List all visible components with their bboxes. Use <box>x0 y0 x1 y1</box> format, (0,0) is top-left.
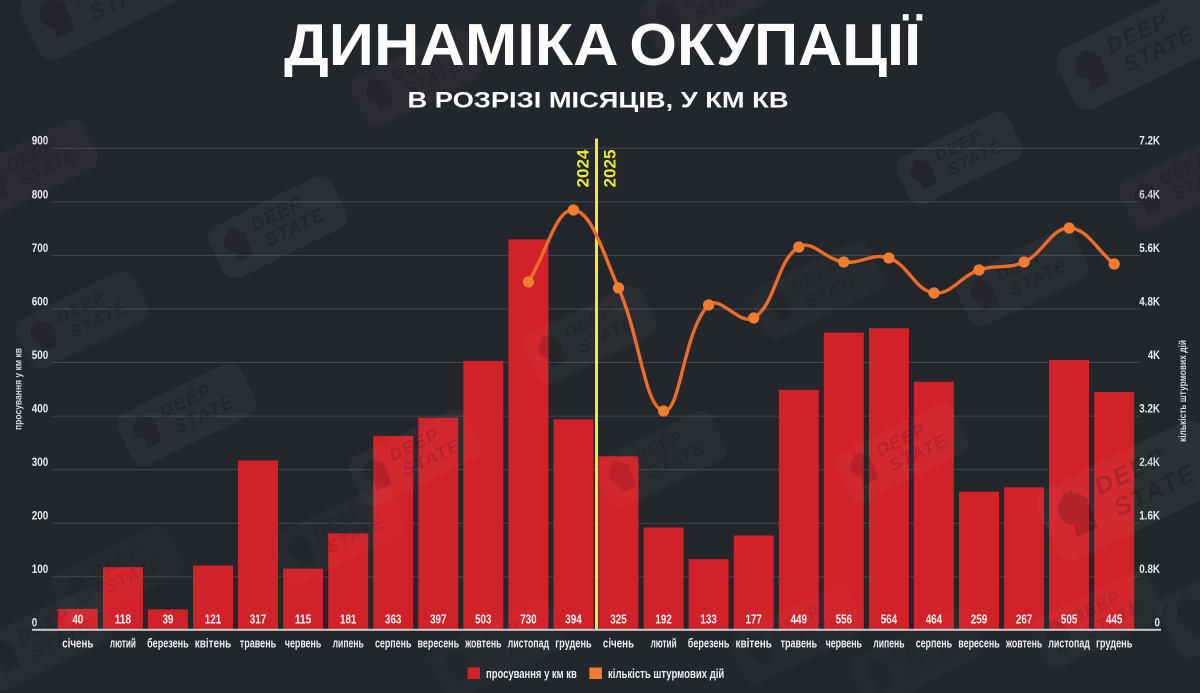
svg-text:730: 730 <box>520 612 536 627</box>
svg-text:5.6K: 5.6K <box>1139 241 1160 255</box>
svg-text:листопад: листопад <box>508 636 550 651</box>
svg-text:4K: 4K <box>1148 348 1160 362</box>
svg-text:просування у км кв: просування у км кв <box>486 666 577 681</box>
svg-text:червень: червень <box>826 636 862 651</box>
svg-text:жовтень: жовтень <box>464 636 501 651</box>
svg-text:133: 133 <box>700 612 716 627</box>
svg-text:2024: 2024 <box>574 149 593 188</box>
svg-text:кількість штурмових дій: кількість штурмових дій <box>608 666 724 681</box>
svg-text:600: 600 <box>32 294 49 308</box>
svg-text:259: 259 <box>971 612 987 627</box>
svg-text:464: 464 <box>926 612 943 627</box>
svg-text:400: 400 <box>32 402 49 416</box>
svg-text:7.2K: 7.2K <box>1139 134 1160 148</box>
svg-text:2025: 2025 <box>601 150 620 188</box>
svg-text:вересень: вересень <box>958 636 1000 651</box>
svg-text:травень: травень <box>781 636 817 651</box>
svg-text:40: 40 <box>72 612 83 627</box>
svg-text:449: 449 <box>791 612 807 627</box>
svg-text:В РОЗРІЗІ МІСЯЦІВ, У КМ КВ: В РОЗРІЗІ МІСЯЦІВ, У КМ КВ <box>408 88 789 113</box>
svg-text:300: 300 <box>32 455 49 469</box>
svg-text:квітень: квітень <box>195 636 231 651</box>
svg-text:3.2K: 3.2K <box>1139 402 1160 416</box>
svg-text:лютий: лютий <box>651 636 677 651</box>
svg-text:503: 503 <box>475 612 491 627</box>
svg-text:445: 445 <box>1106 612 1122 627</box>
svg-text:січень: січень <box>62 636 93 651</box>
svg-text:192: 192 <box>655 612 671 627</box>
svg-text:лютий: лютий <box>110 636 136 651</box>
svg-text:200: 200 <box>32 509 49 523</box>
svg-text:кількість штурмових дій: кількість штурмових дій <box>1178 340 1189 442</box>
svg-text:118: 118 <box>115 612 131 627</box>
svg-text:181: 181 <box>340 612 356 627</box>
svg-text:ОКУПАЦІЇ: ОКУПАЦІЇ <box>629 12 922 78</box>
svg-text:394: 394 <box>565 612 582 627</box>
svg-text:397: 397 <box>430 612 446 627</box>
svg-text:травень: травень <box>240 636 276 651</box>
svg-text:просування у км кв: просування у км кв <box>14 348 25 430</box>
svg-text:січень: січень <box>603 636 634 651</box>
svg-text:липень: липень <box>873 636 904 651</box>
svg-text:177: 177 <box>746 612 762 627</box>
svg-text:556: 556 <box>836 612 852 627</box>
svg-text:700: 700 <box>32 241 49 255</box>
svg-text:317: 317 <box>250 612 266 627</box>
svg-text:ДИНАМІКА: ДИНАМІКА <box>284 12 619 78</box>
svg-text:вересень: вересень <box>418 636 460 651</box>
svg-text:серпень: серпень <box>916 636 952 651</box>
svg-text:липень: липень <box>333 636 364 651</box>
svg-text:червень: червень <box>285 636 321 651</box>
svg-text:0: 0 <box>1155 616 1161 630</box>
svg-text:100: 100 <box>32 562 49 576</box>
svg-text:березень: березень <box>688 636 730 651</box>
svg-text:грудень: грудень <box>1096 636 1132 651</box>
svg-text:505: 505 <box>1061 612 1077 627</box>
svg-text:39: 39 <box>162 612 173 627</box>
svg-text:листопад: листопад <box>1048 636 1090 651</box>
svg-text:0.8K: 0.8K <box>1139 562 1160 576</box>
svg-text:квітень: квітень <box>736 636 772 651</box>
svg-text:325: 325 <box>610 612 626 627</box>
svg-text:564: 564 <box>881 612 898 627</box>
svg-text:121: 121 <box>205 612 221 627</box>
svg-text:363: 363 <box>385 612 401 627</box>
svg-text:4.8K: 4.8K <box>1139 294 1160 308</box>
svg-text:267: 267 <box>1016 612 1032 627</box>
svg-text:березень: березень <box>147 636 189 651</box>
svg-text:жовтень: жовтень <box>1005 636 1042 651</box>
svg-text:серпень: серпень <box>375 636 411 651</box>
svg-text:грудень: грудень <box>555 636 591 651</box>
svg-text:115: 115 <box>295 612 311 627</box>
